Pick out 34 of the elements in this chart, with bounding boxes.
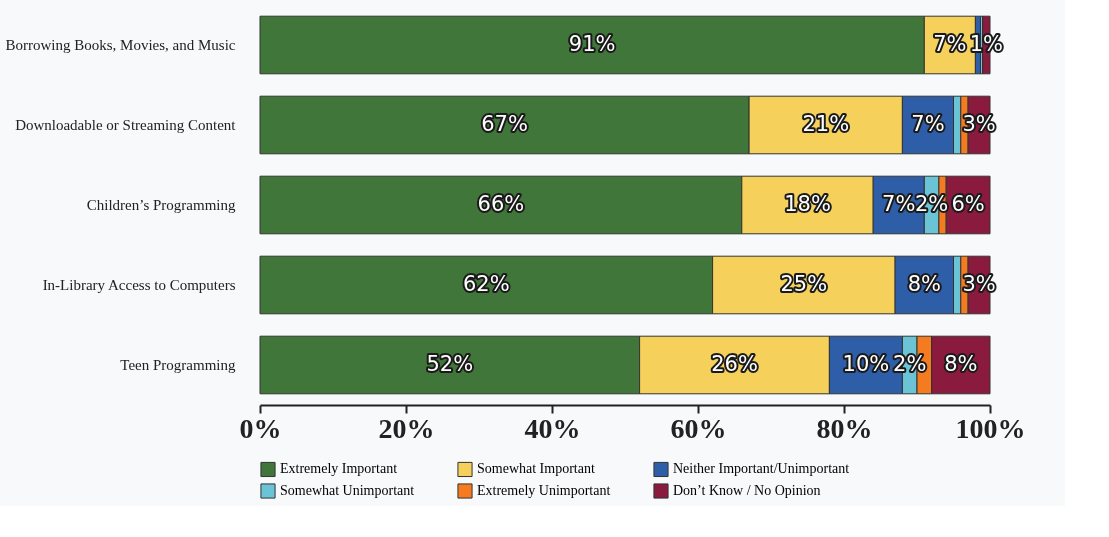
data-label: 18% <box>784 192 831 216</box>
x-tick-label: 0% <box>239 412 282 444</box>
legend-label: Extremely Unimportant <box>477 483 611 498</box>
data-label: 67% <box>481 112 528 136</box>
legend-label: Somewhat Unimportant <box>280 483 415 498</box>
data-label: 91% <box>568 32 616 56</box>
data-label: 25% <box>780 272 828 296</box>
y-tick-label: Teen Programming <box>120 357 236 373</box>
y-tick-label: Borrowing Books, Movies, and Music <box>5 37 236 53</box>
data-label: 62% <box>462 272 510 296</box>
y-tick-label: Downloadable or Streaming Content <box>15 117 237 133</box>
legend-label: Neither Important/Unimportant <box>673 461 850 477</box>
data-label: 26% <box>711 352 758 376</box>
data-label: 7% <box>882 192 916 216</box>
x-tick-label: 100% <box>955 412 1026 444</box>
legend-label: Somewhat Important <box>477 461 595 477</box>
data-label: 8% <box>907 272 941 296</box>
x-tick-label: 80% <box>816 412 873 444</box>
y-tick-label: In-Library Access to Computers <box>42 277 236 293</box>
data-label: 1% <box>969 32 1004 56</box>
legend-label: Don’t Know / No Opinion <box>673 483 821 498</box>
x-tick-label: 60% <box>670 412 727 444</box>
data-label: 6% <box>951 192 985 216</box>
x-tick-label: 40% <box>524 412 581 444</box>
data-label: 7% <box>933 32 967 56</box>
data-label: 66% <box>477 192 525 216</box>
data-label: 10% <box>842 352 890 376</box>
legend-label: Extremely Important <box>280 461 398 477</box>
data-label: 52% <box>426 352 474 376</box>
data-label: 8% <box>944 352 978 376</box>
x-tick-label: 20% <box>378 412 435 444</box>
y-tick-label: Children’s Programming <box>86 197 236 213</box>
data-label: 7% <box>911 112 945 136</box>
data-label: 21% <box>802 112 850 136</box>
